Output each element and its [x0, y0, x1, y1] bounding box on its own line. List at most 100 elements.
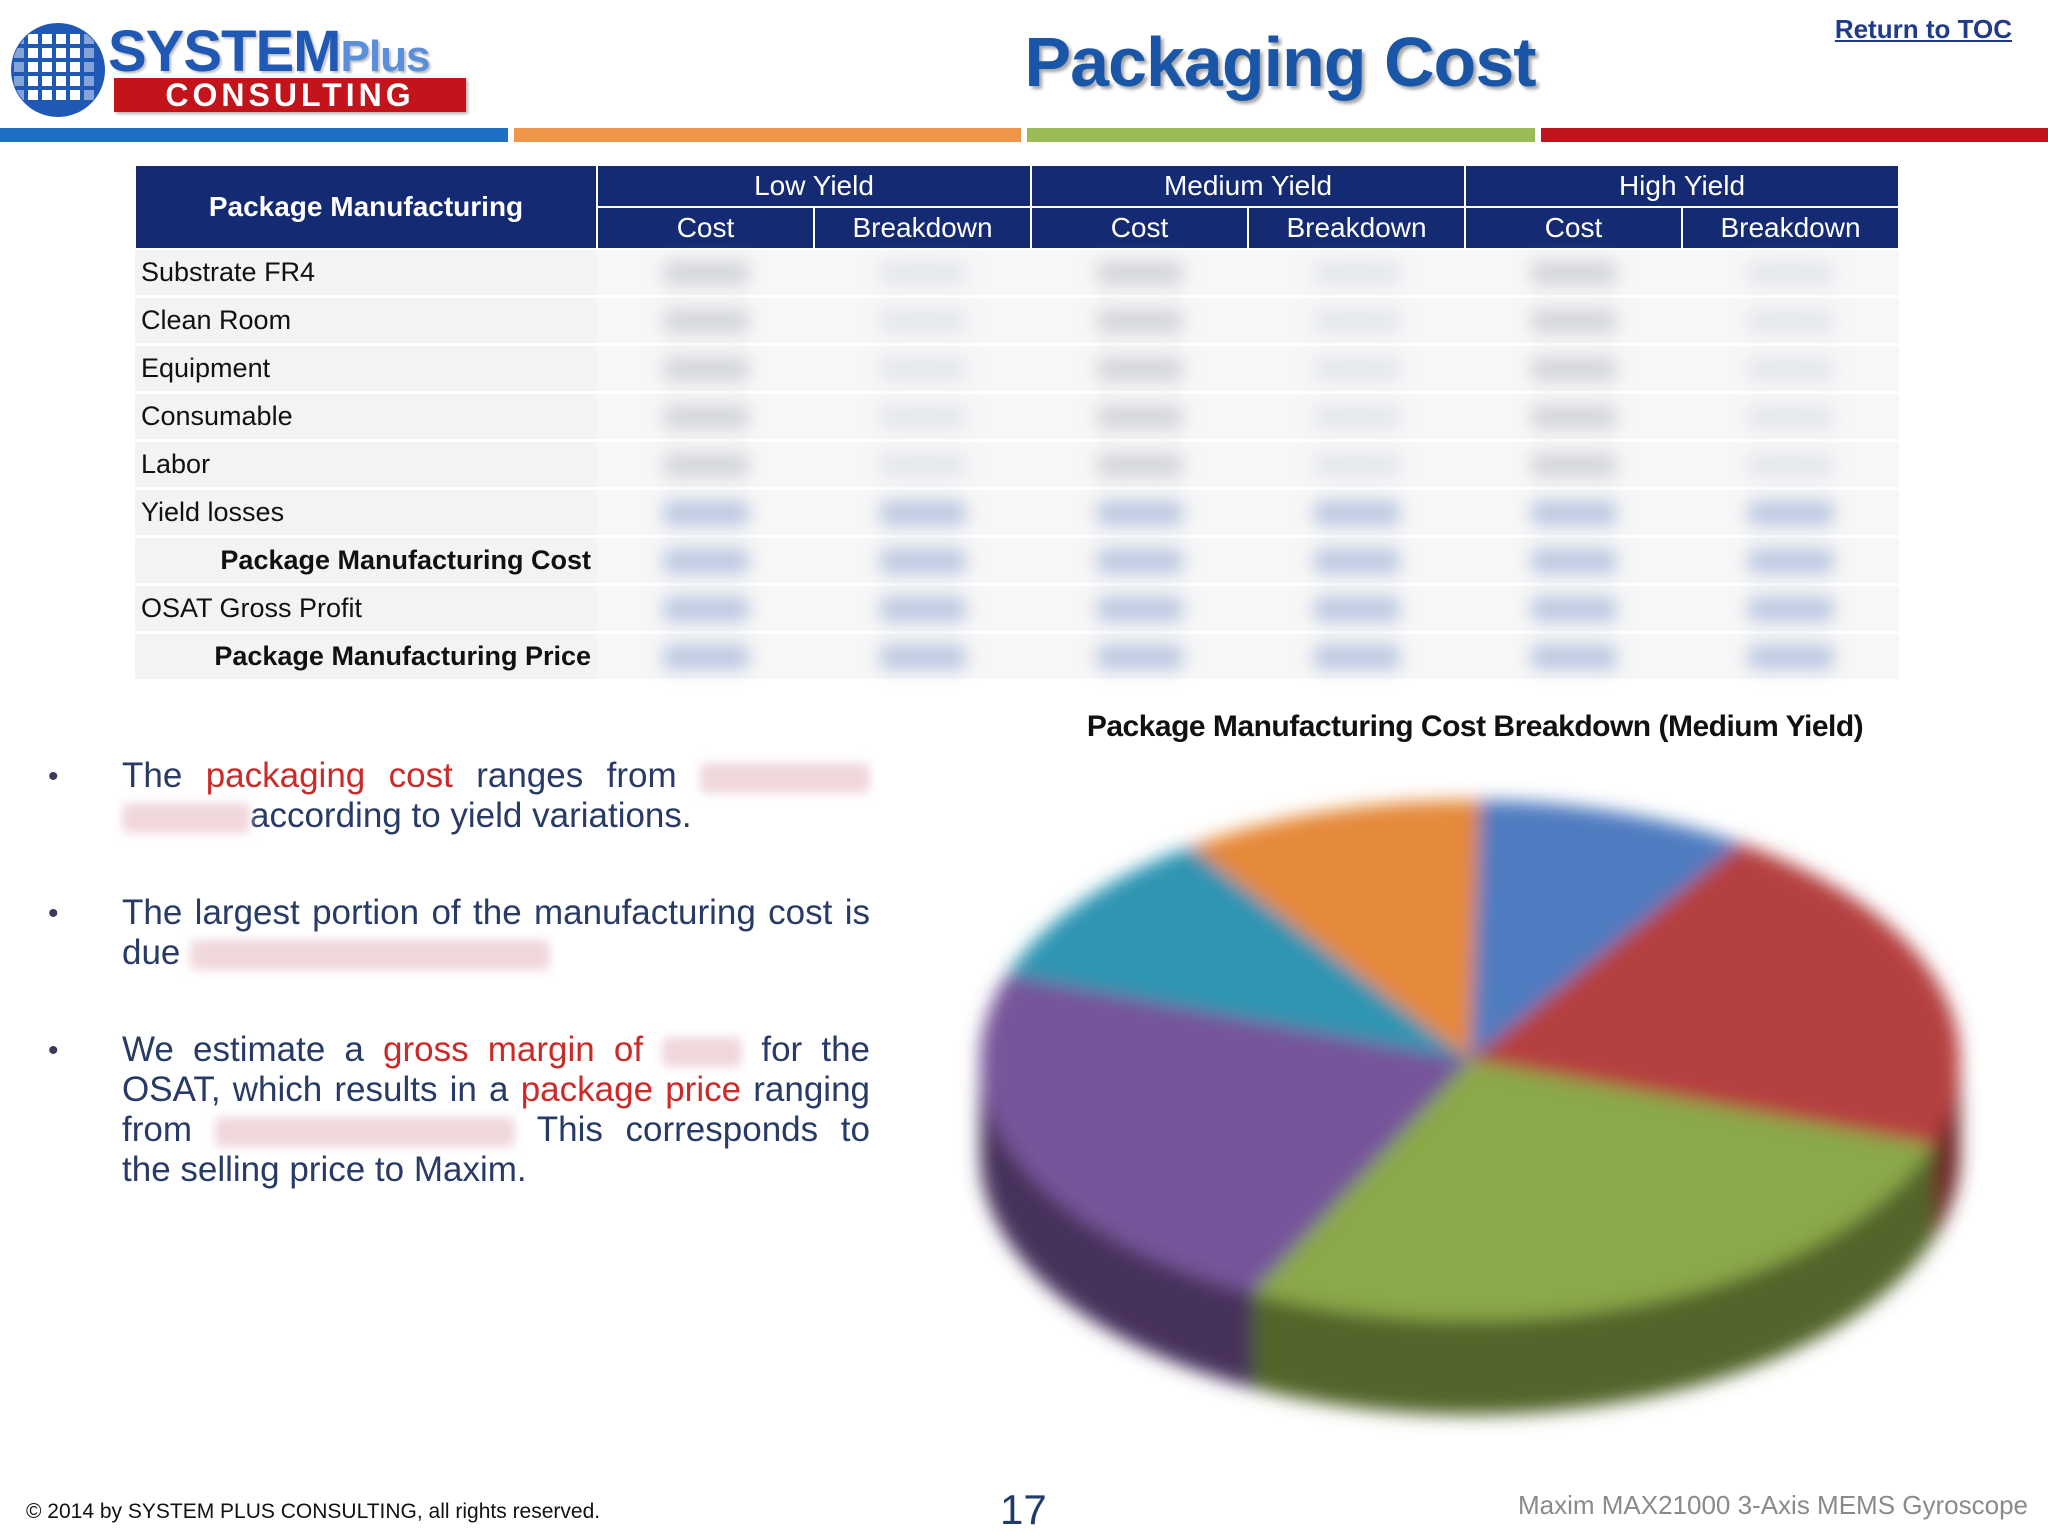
redacted-value — [1747, 500, 1834, 525]
redacted-value — [1747, 260, 1834, 285]
redacted-cell — [1465, 440, 1682, 490]
redacted-value — [1313, 500, 1400, 525]
redacted-cell — [814, 296, 1031, 346]
redacted-value — [662, 452, 749, 477]
redacted-cell — [1682, 249, 1899, 298]
redacted-value — [1530, 260, 1617, 285]
redacted-cell — [1248, 632, 1465, 682]
redacted-value — [1313, 596, 1400, 621]
redacted-value — [699, 762, 870, 793]
bullet-item: • The largest portion of the manufacturi… — [40, 893, 870, 973]
page-title: Packaging Cost — [1024, 23, 1536, 101]
group-header-high-yield: High Yield — [1464, 164, 1900, 208]
redacted-cell — [597, 296, 814, 346]
redacted-cell — [1031, 344, 1248, 394]
redacted-cell — [597, 536, 814, 586]
row-label: Package Manufacturing Price — [135, 632, 597, 682]
bullet-text: The largest portion of the manufacturing… — [122, 893, 870, 972]
redacted-value — [1096, 644, 1183, 669]
redacted-cell — [814, 584, 1031, 634]
redacted-cell — [1248, 536, 1465, 586]
redacted-value — [1530, 644, 1617, 669]
redacted-cell — [1682, 488, 1899, 538]
pie-slice-side — [1252, 1145, 1933, 1415]
redacted-value — [879, 452, 966, 477]
document-subject: Maxim MAX21000 3-Axis MEMS Gyroscope — [1517, 1490, 2028, 1520]
redacted-cell — [1682, 296, 1899, 346]
row-label: Clean Room — [135, 296, 597, 346]
row-label: Package Manufacturing Cost — [135, 536, 597, 586]
row-label: Labor — [135, 440, 597, 490]
redacted-value — [662, 356, 749, 381]
page-number: 17 — [1000, 1486, 1047, 1533]
redacted-value — [1096, 404, 1183, 429]
pie-slice-side — [980, 1060, 1253, 1388]
redacted-value — [879, 500, 966, 525]
subheader-cost: Cost — [1464, 206, 1683, 250]
bullet-dot-icon: • — [48, 760, 59, 793]
redacted-cell — [1465, 536, 1682, 586]
redacted-value — [1747, 356, 1834, 381]
bullet-text: We estimate a gross margin of for the OS… — [122, 1030, 871, 1189]
redacted-value — [662, 596, 749, 621]
redacted-value — [1530, 404, 1617, 429]
bullet-dot-icon: • — [48, 897, 59, 930]
logo-consulting-banner: CONSULTING — [114, 78, 466, 112]
redacted-cell — [1031, 632, 1248, 682]
redacted-cell — [1031, 440, 1248, 490]
pie-slice — [1470, 800, 1741, 1060]
redacted-value — [662, 260, 749, 285]
redacted-value — [1530, 308, 1617, 333]
redacted-cell — [1682, 632, 1899, 682]
pie-slice — [1189, 800, 1480, 1060]
table-corner-header: Package Manufacturing — [134, 164, 598, 250]
redacted-cell — [1682, 440, 1899, 490]
redacted-cell — [597, 584, 814, 634]
redacted-cell — [814, 488, 1031, 538]
table-row: Substrate FR4 — [135, 249, 1899, 298]
table-row: Package Manufacturing Cost — [135, 536, 1899, 586]
copyright-notice: © 2014 by SYSTEM PLUS CONSULTING, all ri… — [26, 1500, 601, 1523]
table-row: Consumable — [135, 392, 1899, 442]
redacted-value — [879, 308, 966, 333]
return-to-toc-link[interactable]: Return to TOC — [1834, 14, 2012, 44]
header-color-stripes — [0, 128, 2048, 142]
redacted-value — [879, 260, 966, 285]
redacted-cell — [1248, 344, 1465, 394]
pie-slice — [1470, 843, 1960, 1146]
redacted-value — [1096, 356, 1183, 381]
redacted-value — [1096, 596, 1183, 621]
redacted-cell — [1248, 392, 1465, 442]
redacted-value — [1747, 308, 1834, 333]
redacted-value — [1530, 596, 1617, 621]
redacted-value — [122, 802, 250, 833]
redacted-value — [1096, 500, 1183, 525]
pie-slice-side — [1932, 1060, 1960, 1241]
redacted-value — [662, 404, 749, 429]
globe-grid-icon — [11, 23, 105, 117]
pie-slice — [980, 974, 1470, 1293]
stripe-red — [1540, 128, 2048, 142]
redacted-cell — [1682, 584, 1899, 634]
subheader-breakdown: Breakdown — [1247, 206, 1466, 250]
bullet-dot-icon: • — [48, 1034, 59, 1067]
row-label: Consumable — [135, 392, 597, 442]
redacted-cell — [1248, 296, 1465, 346]
redacted-value — [1747, 644, 1834, 669]
redacted-value — [1530, 548, 1617, 573]
group-header-low-yield: Low Yield — [596, 164, 1032, 208]
row-label: Substrate FR4 — [135, 249, 597, 298]
redacted-cell — [1465, 632, 1682, 682]
redacted-value — [1096, 308, 1183, 333]
stripe-blue — [0, 128, 508, 142]
redacted-value — [1096, 548, 1183, 573]
redacted-value — [1747, 404, 1834, 429]
package-cost-table: Package Manufacturing Low Yield Medium Y… — [134, 164, 1900, 682]
table-row: Labor — [135, 440, 1899, 490]
redacted-cell — [597, 632, 814, 682]
redacted-cell — [814, 536, 1031, 586]
pie-slice — [1007, 846, 1470, 1060]
redacted-cell — [1465, 344, 1682, 394]
redacted-value — [879, 644, 966, 669]
redacted-value — [1313, 308, 1400, 333]
